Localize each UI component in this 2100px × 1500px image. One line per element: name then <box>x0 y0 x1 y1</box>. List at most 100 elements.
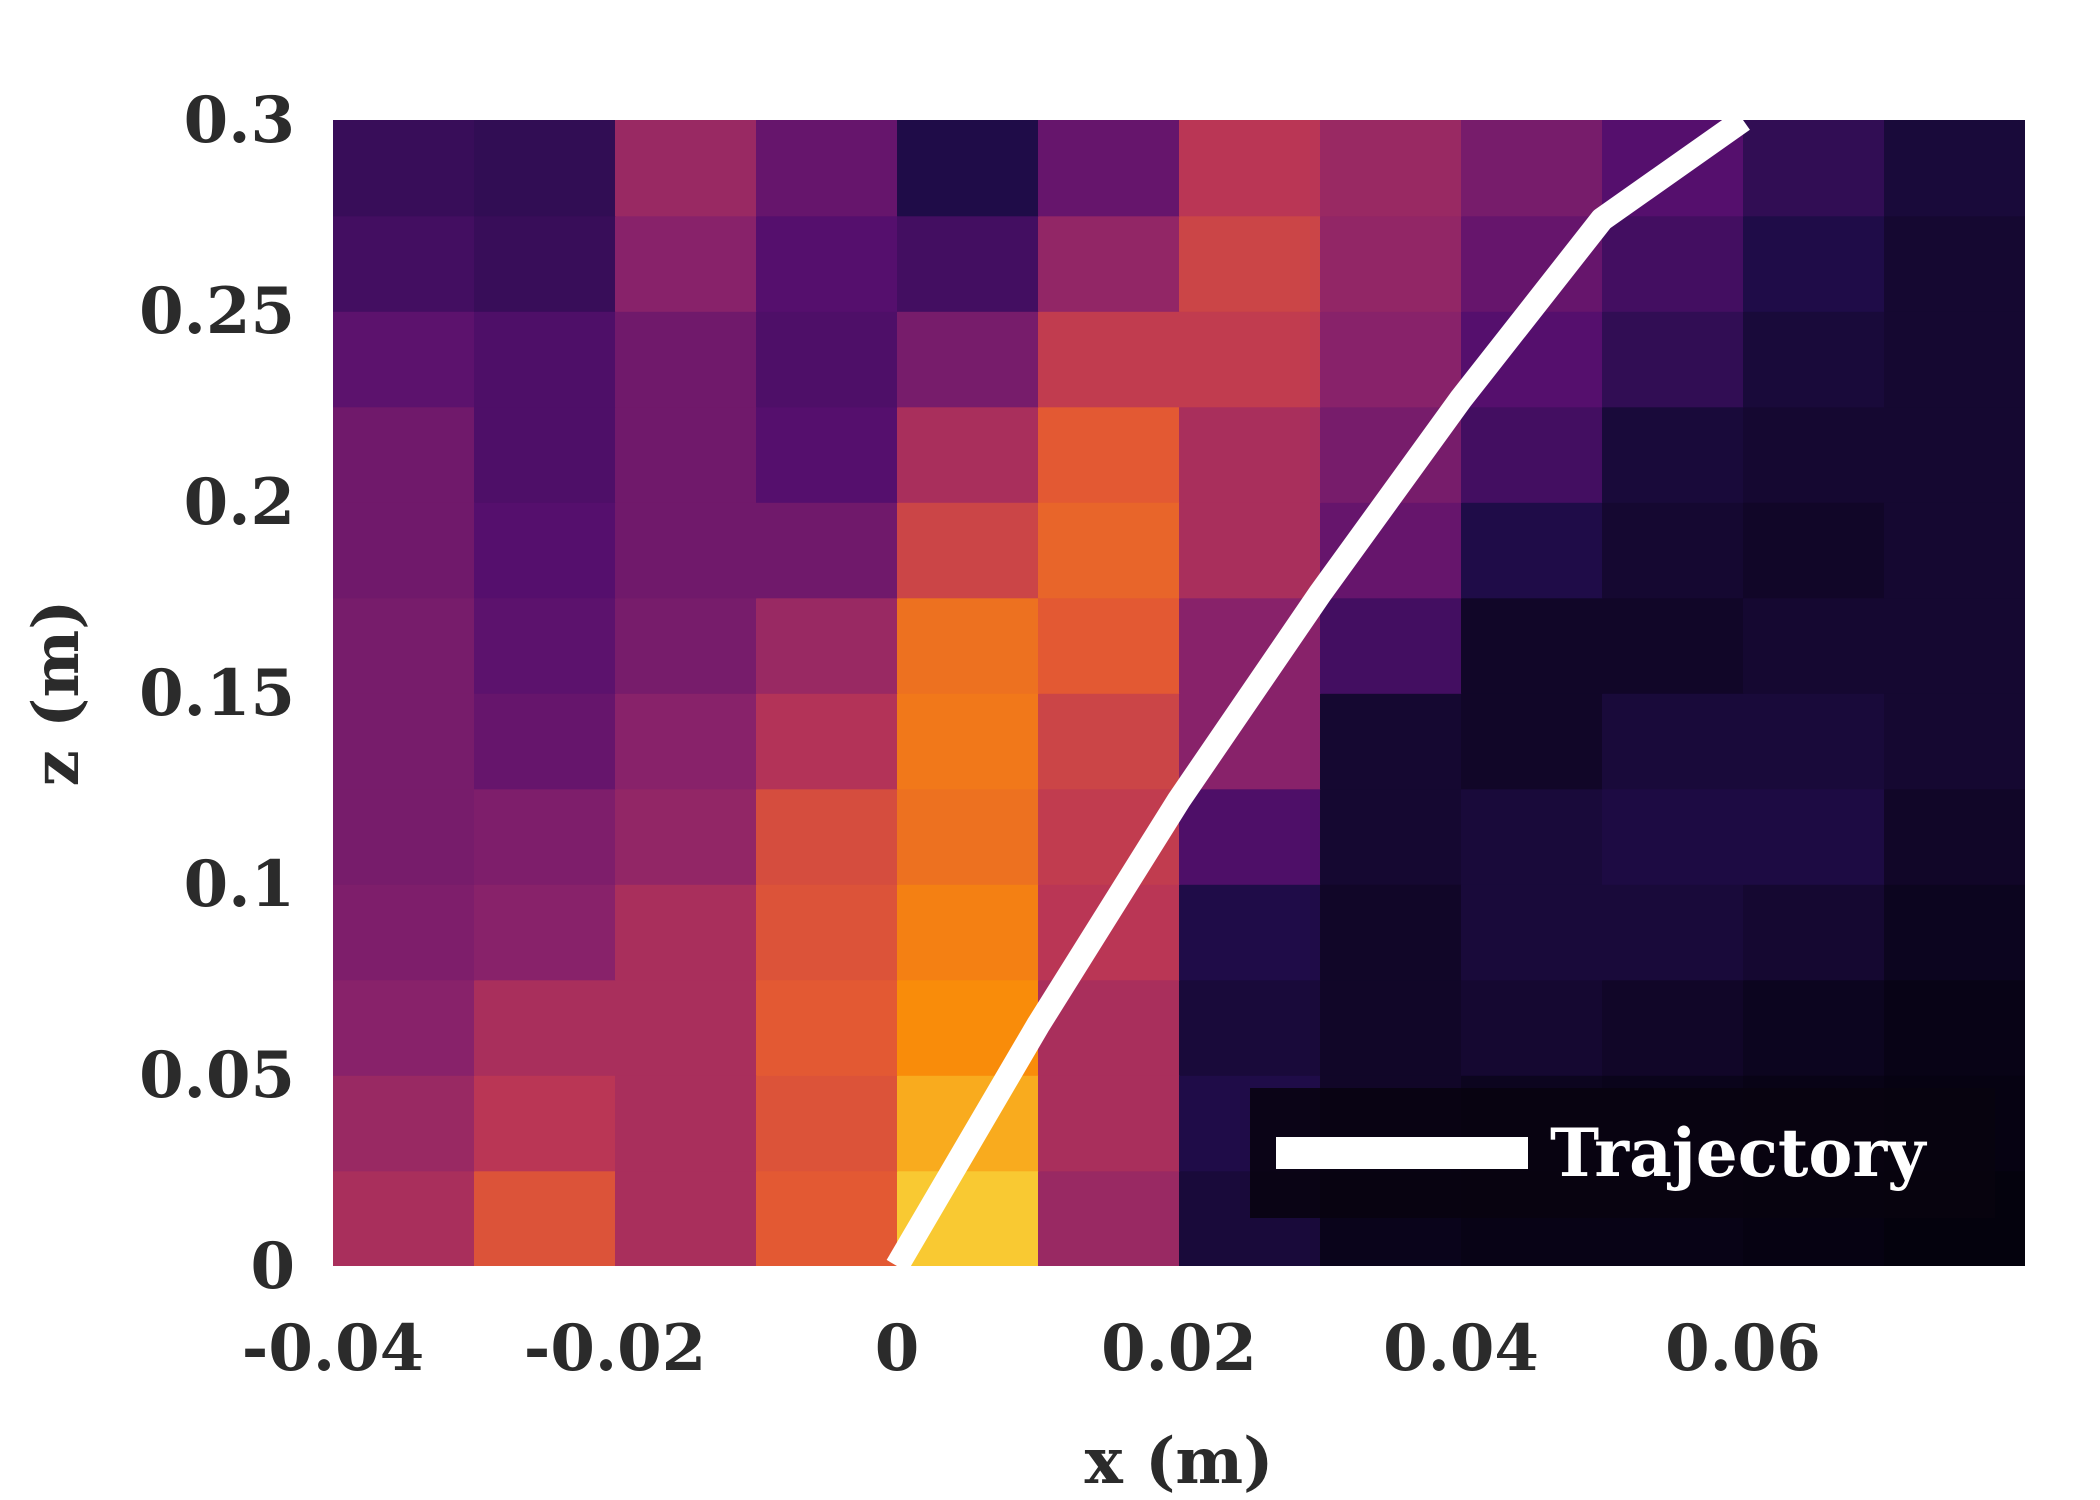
heatmap-cell <box>1179 406 1321 503</box>
heatmap-cell <box>1179 215 1321 312</box>
heatmap-cell <box>1602 502 1744 599</box>
heatmap-cell <box>897 788 1039 885</box>
heatmap-cell <box>333 311 475 408</box>
heatmap-cell <box>756 120 898 217</box>
heatmap-cell <box>333 597 475 694</box>
heatmap-cell <box>1743 693 1885 790</box>
heatmap-cell <box>1038 215 1180 312</box>
heatmap-cell <box>897 215 1039 312</box>
x-tick-label: 0.04 <box>1383 1311 1539 1386</box>
heatmap-cell <box>333 1075 475 1172</box>
x-axis-label: x (m) <box>1085 1424 1274 1499</box>
legend-label-trajectory: Trajectory <box>1550 1114 1927 1192</box>
heatmap-cell <box>615 120 757 217</box>
x-tick-label: 0.06 <box>1665 1311 1821 1386</box>
heatmap-cell <box>756 788 898 885</box>
heatmap-cell <box>1461 884 1603 981</box>
heatmap-cell <box>1884 406 2025 503</box>
heatmap-cell <box>756 979 898 1076</box>
heatmap-cell <box>474 406 616 503</box>
heatmap-cell <box>1320 979 1462 1076</box>
x-tick-label: 0 <box>875 1311 920 1386</box>
heatmap-cell <box>1884 979 2025 1076</box>
y-tick-label: 0 <box>250 1229 295 1304</box>
heatmap-cell <box>1038 1075 1180 1172</box>
heatmap-cell <box>897 502 1039 599</box>
heatmap-cell <box>1179 884 1321 981</box>
heatmap-cell <box>1320 311 1462 408</box>
heatmap-cell <box>1320 597 1462 694</box>
heatmap-cell <box>333 884 475 981</box>
heatmap-cell <box>615 311 757 408</box>
heatmap-cell <box>1320 693 1462 790</box>
heatmap-cell <box>1884 120 2025 217</box>
x-tick-label: -0.04 <box>242 1311 424 1386</box>
heatmap-cell <box>474 120 616 217</box>
heatmap <box>333 120 2025 1266</box>
heatmap-cell <box>1179 788 1321 885</box>
heatmap-cell <box>474 215 616 312</box>
heatmap-cell <box>897 406 1039 503</box>
heatmap-cell <box>333 120 475 217</box>
heatmap-cell <box>1461 120 1603 217</box>
heatmap-cell <box>1602 788 1744 885</box>
y-tick-label: 0.05 <box>139 1038 295 1113</box>
heatmap-cell <box>1884 788 2025 885</box>
heatmap-cell <box>474 979 616 1076</box>
heatmap-cell <box>1461 597 1603 694</box>
heatmap-cell <box>1743 597 1885 694</box>
series-line-trajectory <box>886 120 1750 1266</box>
heatmap-cell <box>1602 979 1744 1076</box>
heatmap-cell <box>756 215 898 312</box>
heatmap-cell <box>333 979 475 1076</box>
heatmap-cell <box>1038 120 1180 217</box>
heatmap-cell <box>474 502 616 599</box>
heatmap-cell <box>1743 979 1885 1076</box>
heatmap-cell <box>1884 502 2025 599</box>
heatmap-cell <box>756 884 898 981</box>
heatmap-cell <box>1038 1170 1180 1266</box>
heatmap-cell <box>333 215 475 312</box>
heatmap-cell <box>1602 406 1744 503</box>
heatmap-cell <box>756 597 898 694</box>
heatmap-cell <box>897 884 1039 981</box>
heatmap-cell <box>1602 215 1744 312</box>
heatmap-cell <box>756 502 898 599</box>
heatmap-cell <box>1461 502 1603 599</box>
heatmap-cell <box>1743 406 1885 503</box>
heatmap-cell <box>1602 693 1744 790</box>
heatmap-cell <box>1461 406 1603 503</box>
heatmap-cell <box>1038 311 1180 408</box>
heatmap-cell <box>474 1170 616 1266</box>
heatmap-cell <box>1320 120 1462 217</box>
heatmap-cell <box>1602 884 1744 981</box>
heatmap-cell <box>1884 597 2025 694</box>
heatmap-cell <box>756 693 898 790</box>
x-tick-label: 0.02 <box>1101 1311 1257 1386</box>
heatmap-cell <box>474 884 616 981</box>
heatmap-cell <box>1038 406 1180 503</box>
heatmap-cell <box>1884 311 2025 408</box>
heatmap-cell <box>1884 693 2025 790</box>
heatmap-cell <box>1602 597 1744 694</box>
heatmap-cell <box>474 311 616 408</box>
heatmap-cell <box>1884 884 2025 981</box>
heatmap-cell <box>1179 311 1321 408</box>
heatmap-cell <box>1038 693 1180 790</box>
y-tick-label: 0.3 <box>184 83 295 158</box>
heatmap-cell <box>1179 502 1321 599</box>
heatmap-cell <box>333 1170 475 1266</box>
heatmap-cell <box>615 1075 757 1172</box>
y-tick-label: 0.2 <box>184 465 295 540</box>
heatmap-cell <box>615 788 757 885</box>
heatmap-cell <box>1743 120 1885 217</box>
heatmap-cell <box>1743 502 1885 599</box>
heatmap-cell <box>615 979 757 1076</box>
heatmap-cell <box>615 502 757 599</box>
x-axis-ticks: -0.04 -0.02 0 0.02 0.04 0.06 <box>242 1311 1821 1386</box>
heatmap-cell <box>1743 311 1885 408</box>
heatmap-cell <box>1038 597 1180 694</box>
y-tick-label: 0.25 <box>139 274 295 349</box>
heatmap-cell <box>615 597 757 694</box>
heatmap-cell <box>474 693 616 790</box>
